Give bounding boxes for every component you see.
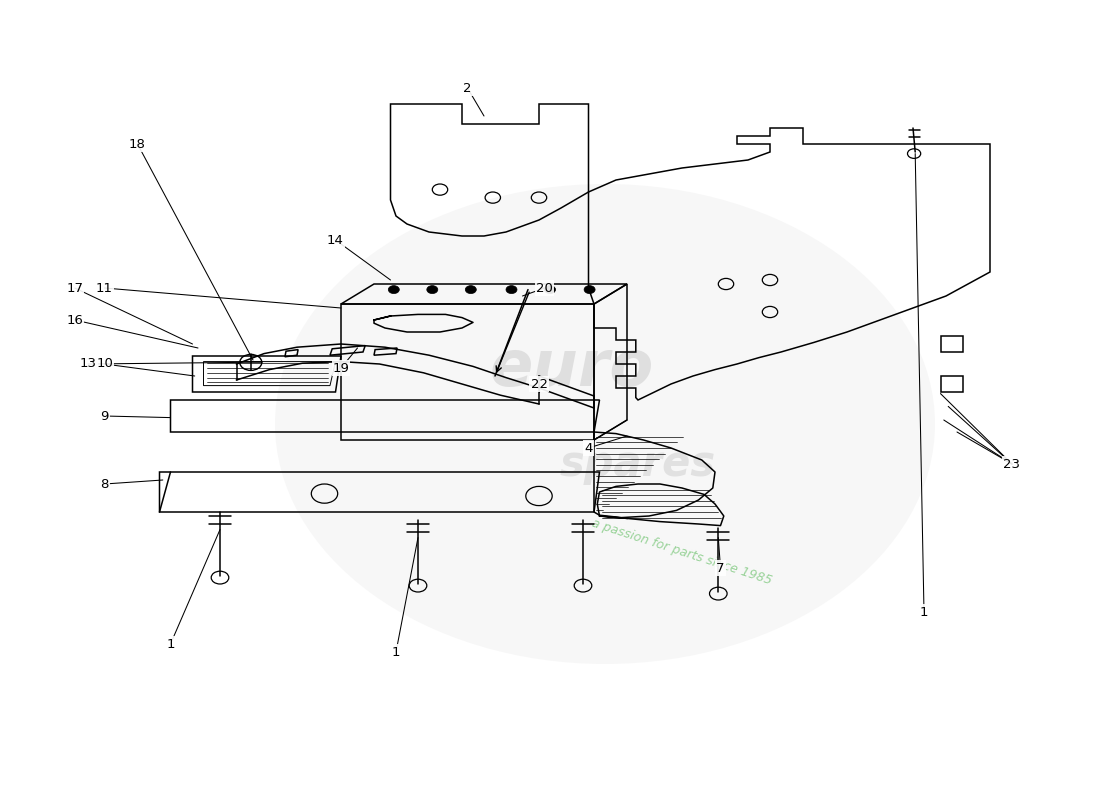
Circle shape <box>465 286 476 294</box>
Text: 9: 9 <box>100 410 109 422</box>
Circle shape <box>275 184 935 664</box>
Text: 20: 20 <box>536 282 553 294</box>
Text: 22: 22 <box>530 378 548 390</box>
Text: 2: 2 <box>463 82 472 94</box>
Text: 1: 1 <box>166 638 175 650</box>
Text: 8: 8 <box>100 478 109 490</box>
Text: 17: 17 <box>66 282 84 294</box>
Circle shape <box>427 286 438 294</box>
Text: 19: 19 <box>332 362 350 374</box>
Circle shape <box>388 286 399 294</box>
Circle shape <box>506 286 517 294</box>
Text: 7: 7 <box>716 562 725 574</box>
Text: spares: spares <box>560 443 716 485</box>
Text: 18: 18 <box>129 138 146 150</box>
Text: euro: euro <box>490 337 654 399</box>
Text: 13: 13 <box>79 358 97 370</box>
Text: 1: 1 <box>920 606 928 618</box>
Text: 14: 14 <box>327 234 344 246</box>
Text: a passion for parts since 1985: a passion for parts since 1985 <box>591 517 773 587</box>
Text: 4: 4 <box>584 442 593 454</box>
Text: 23: 23 <box>1003 458 1021 470</box>
Text: 1: 1 <box>392 646 400 658</box>
Circle shape <box>584 286 595 294</box>
Text: 11: 11 <box>96 282 113 294</box>
Text: 16: 16 <box>66 314 84 326</box>
Circle shape <box>544 286 556 294</box>
Text: 10: 10 <box>96 358 113 370</box>
